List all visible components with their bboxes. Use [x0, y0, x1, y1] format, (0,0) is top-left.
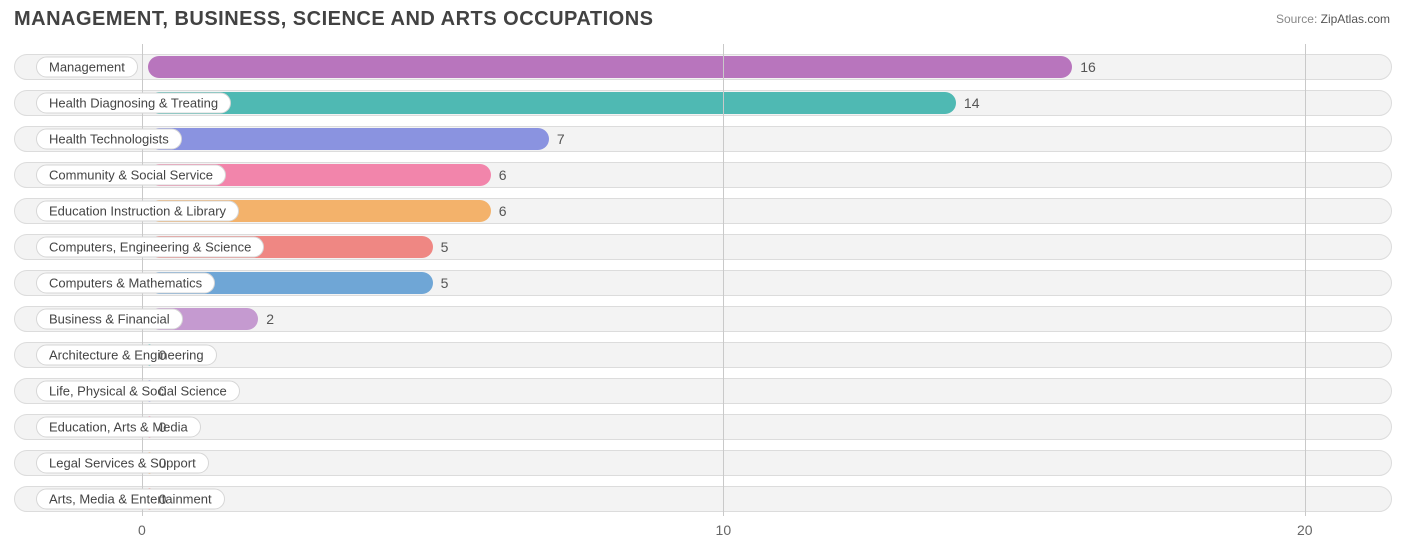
- bar-row: Education, Arts & Media0: [14, 412, 1392, 442]
- bar-row: Business & Financial 2: [14, 304, 1392, 334]
- chart-title: MANAGEMENT, BUSINESS, SCIENCE AND ARTS O…: [14, 8, 653, 31]
- value-label: 0: [159, 455, 167, 471]
- bar-fill: [148, 128, 549, 150]
- gridline: [723, 44, 724, 516]
- x-tick-label: 0: [138, 522, 146, 538]
- category-pill: Management: [36, 57, 138, 78]
- bar-track: [14, 414, 1392, 440]
- gridline: [1305, 44, 1306, 516]
- x-tick-label: 20: [1297, 522, 1313, 538]
- value-label: 14: [964, 95, 980, 111]
- bar-row: Health Diagnosing & Treating 14: [14, 88, 1392, 118]
- source-label: Source:: [1276, 12, 1317, 26]
- source-attribution: Source: ZipAtlas.com: [1276, 12, 1390, 26]
- value-label: 5: [441, 239, 449, 255]
- bar-fill: [148, 92, 956, 114]
- value-label: 0: [159, 383, 167, 399]
- bar-row: Computers & Mathematics 5: [14, 268, 1392, 298]
- bar-row: Management 16: [14, 52, 1392, 82]
- bar-row: Legal Services & Support0: [14, 448, 1392, 478]
- plot-area: Management 16 Health Diagnosing & Treating…: [14, 44, 1392, 538]
- category-pill: Education Instruction & Library: [36, 201, 239, 222]
- bars-group: Management 16 Health Diagnosing & Treating…: [14, 50, 1392, 516]
- bar-row: Architecture & Engineering0: [14, 340, 1392, 370]
- bar-track: [14, 450, 1392, 476]
- value-label: 0: [159, 347, 167, 363]
- bar-fill: [148, 56, 1072, 78]
- value-label: 2: [266, 311, 274, 327]
- value-label: 6: [499, 203, 507, 219]
- category-pill: Legal Services & Support: [36, 453, 209, 474]
- category-pill: Architecture & Engineering: [36, 345, 217, 366]
- bar-row: Education Instruction & Library 6: [14, 196, 1392, 226]
- bar-row: Life, Physical & Social Science0: [14, 376, 1392, 406]
- x-tick-label: 10: [716, 522, 732, 538]
- category-pill: Education, Arts & Media: [36, 417, 201, 438]
- bar-row: Health Technologists 7: [14, 124, 1392, 154]
- value-label: 5: [441, 275, 449, 291]
- chart-container: MANAGEMENT, BUSINESS, SCIENCE AND ARTS O…: [0, 0, 1406, 558]
- category-pill: Health Technologists: [36, 129, 182, 150]
- category-pill: Business & Financial: [36, 309, 183, 330]
- bar-row: Community & Social Service 6: [14, 160, 1392, 190]
- value-label: 7: [557, 131, 565, 147]
- bar-row: Computers, Engineering & Science 5: [14, 232, 1392, 262]
- value-label: 6: [499, 167, 507, 183]
- value-label: 0: [159, 491, 167, 507]
- category-pill: Arts, Media & Entertainment: [36, 489, 225, 510]
- bar-track: [14, 342, 1392, 368]
- value-label: 16: [1080, 59, 1096, 75]
- category-pill: Life, Physical & Social Science: [36, 381, 240, 402]
- category-pill: Health Diagnosing & Treating: [36, 93, 231, 114]
- category-pill: Computers, Engineering & Science: [36, 237, 264, 258]
- category-pill: Community & Social Service: [36, 165, 226, 186]
- bar-row: Arts, Media & Entertainment0: [14, 484, 1392, 514]
- source-value: ZipAtlas.com: [1321, 12, 1390, 26]
- value-label: 0: [159, 419, 167, 435]
- category-pill: Computers & Mathematics: [36, 273, 215, 294]
